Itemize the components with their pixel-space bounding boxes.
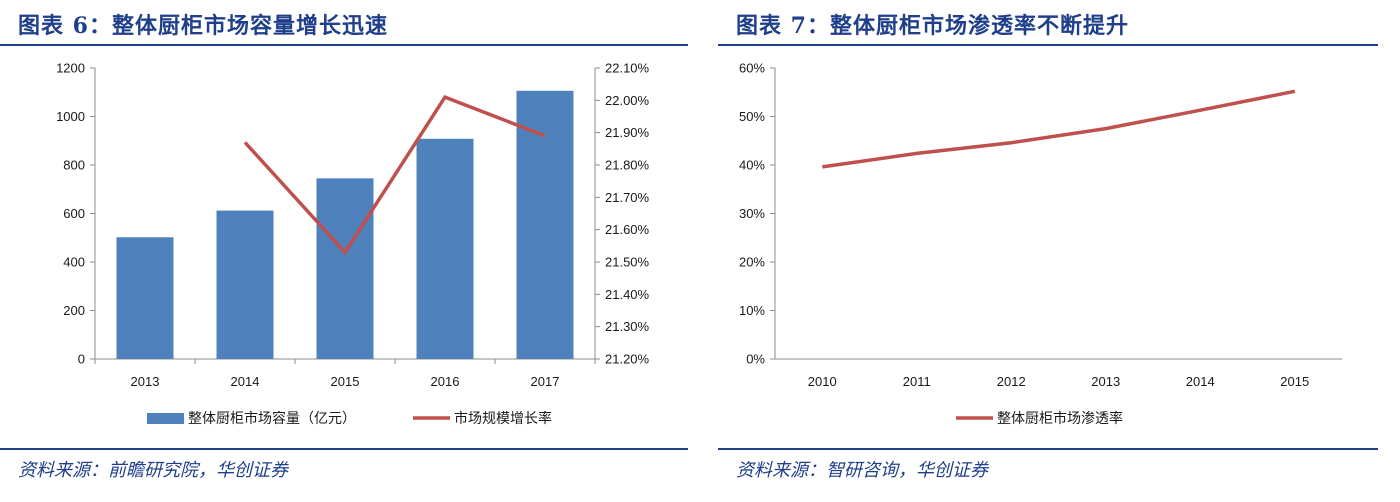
y2-tick-label: 21.80% xyxy=(605,158,650,173)
y-tick-label: 60% xyxy=(739,61,765,76)
y-tick-label: 0 xyxy=(78,352,85,367)
x-tick-label: 2013 xyxy=(131,374,160,389)
legend-label: 整体厨柜市场容量（亿元） xyxy=(188,410,356,426)
y-tick-label: 20% xyxy=(739,255,765,270)
chart-title: 图表 7：整体厨柜市场渗透率不断提升 xyxy=(736,13,1129,39)
x-tick-label: 2015 xyxy=(331,374,360,389)
y2-tick-label: 21.30% xyxy=(605,319,650,334)
y-tick-label: 400 xyxy=(63,255,85,270)
bar xyxy=(116,237,174,359)
y-tick-label: 0% xyxy=(746,352,765,367)
y2-tick-label: 22.10% xyxy=(605,61,650,76)
x-tick-label: 2015 xyxy=(1280,374,1309,389)
x-tick-label: 2016 xyxy=(431,374,460,389)
bar xyxy=(216,210,274,359)
bar xyxy=(516,90,574,360)
legend-label: 市场规模增长率 xyxy=(454,410,552,426)
y-tick-label: 40% xyxy=(739,158,765,173)
legend-label: 整体厨柜市场渗透率 xyxy=(997,410,1123,426)
y2-tick-label: 21.50% xyxy=(605,255,650,270)
panel-penetration-rate: 图表 7：整体厨柜市场渗透率不断提升 0% 10% 20% 30% 40% 50% 60% 2… xyxy=(718,0,1400,502)
x-tick-label: 2010 xyxy=(808,374,837,389)
y2-tick-label: 21.60% xyxy=(605,222,650,237)
y2-tick-label: 21.20% xyxy=(605,352,650,367)
source-note: 资料来源：智研咨询，华创证券 xyxy=(736,460,988,481)
x-tick-label: 2012 xyxy=(997,374,1026,389)
source-rule xyxy=(718,448,1378,450)
y-tick-label: 50% xyxy=(739,109,765,124)
line-chart: 0% 10% 20% 30% 40% 50% 60% 2010 2011 2012 2013 2014… xyxy=(739,61,1342,426)
panel-market-capacity: 图表 6：整体厨柜市场容量增长迅速 0 200 400 600 800 1000 1200 2… xyxy=(0,0,690,502)
x-tick-label: 2011 xyxy=(903,374,931,389)
y2-tick-label: 22.00% xyxy=(605,93,650,108)
x-tick-label: 2014 xyxy=(231,374,260,389)
y2-tick-label: 21.90% xyxy=(605,125,650,140)
source-rule xyxy=(0,448,688,450)
growth-rate-line xyxy=(243,94,546,256)
x-tick-label: 2014 xyxy=(1186,374,1215,389)
bar-line-chart: 0 200 400 600 800 1000 1200 21.20% 21.30% 21.40% 2… xyxy=(56,61,650,427)
y-tick-label: 600 xyxy=(63,206,85,221)
y-tick-label: 1000 xyxy=(56,109,85,124)
y-tick-label: 10% xyxy=(739,303,765,318)
y-tick-label: 800 xyxy=(63,158,85,173)
legend-swatch-bar xyxy=(147,413,184,424)
chart-title: 图表 6：整体厨柜市场容量增长迅速 xyxy=(18,13,388,39)
x-tick-label: 2017 xyxy=(531,374,560,389)
title-rule xyxy=(0,44,688,46)
y-tick-label: 200 xyxy=(63,303,85,318)
y-tick-label: 1200 xyxy=(56,61,85,76)
y-tick-label: 30% xyxy=(739,206,765,221)
penetration-rate-line xyxy=(822,89,1296,169)
y2-tick-label: 21.70% xyxy=(605,190,650,205)
title-rule xyxy=(718,44,1378,46)
source-note: 资料来源：前瞻研究院，华创证券 xyxy=(18,460,288,481)
y2-tick-label: 21.40% xyxy=(605,287,650,302)
bar xyxy=(316,178,374,359)
x-tick-label: 2013 xyxy=(1091,374,1120,389)
bar xyxy=(416,138,474,359)
